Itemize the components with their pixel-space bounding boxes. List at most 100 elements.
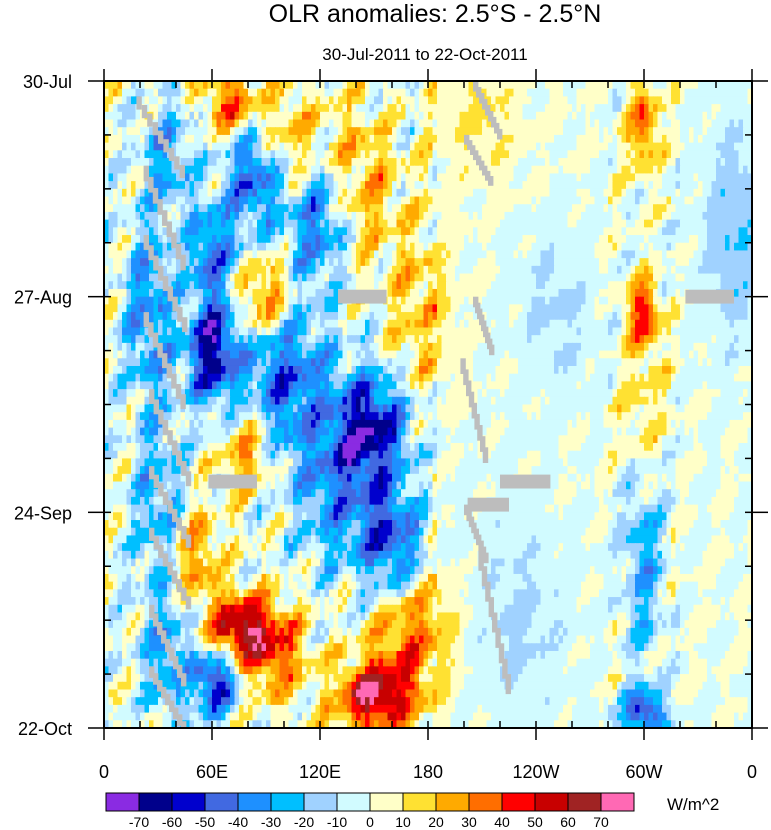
heat-cell bbox=[369, 258, 375, 267]
heat-cell bbox=[302, 304, 308, 313]
heat-cell bbox=[495, 81, 501, 90]
heat-cell bbox=[500, 96, 506, 105]
heat-cell bbox=[603, 104, 609, 113]
heat-cell bbox=[302, 273, 308, 282]
heat-cell bbox=[644, 273, 650, 282]
heat-cell bbox=[495, 242, 501, 252]
heat-cell bbox=[603, 211, 609, 221]
heat-cell bbox=[306, 211, 312, 221]
heat-cell bbox=[135, 219, 141, 228]
heat-cell bbox=[113, 265, 119, 275]
heat-cell bbox=[171, 219, 177, 228]
heat-cell bbox=[635, 181, 641, 190]
heat-cell bbox=[549, 304, 555, 313]
heat-cell bbox=[545, 281, 551, 290]
heat-cell bbox=[230, 111, 236, 121]
heat-cell bbox=[234, 304, 240, 313]
heat-cell bbox=[432, 188, 438, 198]
heat-cell bbox=[140, 88, 146, 97]
heat-cell bbox=[432, 104, 438, 113]
heat-cell bbox=[293, 150, 299, 159]
heat-cell bbox=[716, 173, 722, 182]
heat-cell bbox=[414, 281, 420, 290]
heat-cell bbox=[158, 181, 164, 190]
heat-cell bbox=[531, 242, 537, 252]
heat-cell bbox=[509, 173, 515, 182]
heat-cell bbox=[113, 142, 119, 151]
heat-cell bbox=[468, 288, 474, 298]
heat-cell bbox=[158, 104, 164, 113]
heat-cell bbox=[234, 296, 240, 305]
heat-cell bbox=[698, 227, 704, 236]
heat-cell bbox=[522, 304, 528, 313]
heat-cell bbox=[185, 96, 191, 105]
heat-cell bbox=[558, 312, 564, 321]
heat-cell bbox=[149, 88, 155, 97]
heat-cell bbox=[464, 250, 470, 259]
heat-cell bbox=[288, 204, 294, 213]
heat-cell bbox=[693, 258, 699, 267]
heat-cell bbox=[671, 227, 677, 236]
heat-cell bbox=[410, 258, 416, 267]
heat-cell bbox=[716, 273, 722, 282]
heat-cell bbox=[230, 319, 236, 329]
heat-cell bbox=[747, 134, 752, 144]
heat-cell bbox=[729, 127, 735, 136]
heat-cell bbox=[612, 188, 618, 198]
heat-cell bbox=[216, 134, 222, 144]
heat-cell bbox=[554, 281, 560, 290]
heat-cell bbox=[504, 250, 510, 259]
heat-cell bbox=[684, 81, 690, 90]
heat-cell bbox=[666, 204, 672, 213]
heat-cell bbox=[702, 219, 708, 228]
heat-cell bbox=[369, 250, 375, 259]
heat-cell bbox=[221, 281, 227, 290]
heat-cell bbox=[302, 173, 308, 182]
heat-cell bbox=[477, 296, 483, 305]
heat-cell bbox=[657, 235, 663, 244]
heat-cell bbox=[284, 204, 290, 213]
heat-cell bbox=[734, 250, 740, 259]
heat-cell bbox=[486, 319, 492, 329]
heat-cell bbox=[675, 142, 681, 151]
heat-cell bbox=[549, 88, 555, 97]
heat-cell bbox=[293, 281, 299, 290]
heat-cell bbox=[644, 165, 650, 175]
heat-cell bbox=[585, 242, 591, 252]
heat-cell bbox=[527, 296, 533, 305]
heat-cell bbox=[261, 204, 267, 213]
heat-cell bbox=[635, 158, 641, 167]
heat-cell bbox=[333, 342, 339, 352]
heat-cell bbox=[635, 273, 641, 282]
heat-cell bbox=[450, 296, 456, 305]
heat-cell bbox=[297, 227, 303, 236]
heat-cell bbox=[608, 188, 614, 198]
heat-cell bbox=[239, 288, 245, 298]
heat-cell bbox=[644, 181, 650, 190]
heat-cell bbox=[405, 119, 411, 128]
heat-cell bbox=[563, 119, 569, 128]
heat-cell bbox=[630, 296, 636, 305]
heat-cell bbox=[207, 296, 213, 305]
heat-cell bbox=[302, 119, 308, 128]
heat-cell bbox=[468, 111, 474, 121]
heat-cell bbox=[608, 235, 614, 244]
heat-cell bbox=[212, 265, 218, 275]
heat-cell bbox=[279, 273, 285, 282]
heat-cell bbox=[131, 158, 137, 167]
heat-cell bbox=[410, 81, 416, 90]
heat-cell bbox=[635, 304, 641, 313]
heat-cell bbox=[333, 296, 339, 305]
heat-cell bbox=[387, 265, 393, 275]
heat-cell bbox=[509, 204, 515, 213]
heat-cell bbox=[113, 211, 119, 221]
heat-cell bbox=[509, 296, 515, 305]
heat-cell bbox=[729, 188, 735, 198]
heat-cell bbox=[306, 265, 312, 275]
heat-cell bbox=[702, 196, 708, 205]
heat-cell bbox=[666, 304, 672, 313]
heat-cell bbox=[536, 281, 542, 290]
heat-cell bbox=[324, 342, 330, 352]
heat-cell bbox=[234, 319, 240, 329]
heat-cell bbox=[702, 188, 708, 198]
